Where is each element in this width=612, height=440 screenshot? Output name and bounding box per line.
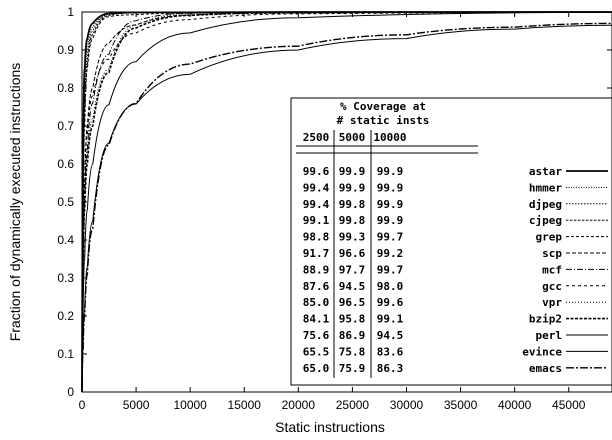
table-title-line2: # static insts [337, 114, 430, 127]
y-tick-label: 0.8 [57, 81, 74, 95]
legend-label-hmmer: hmmer [529, 181, 562, 194]
legend-label-bzip2: bzip2 [529, 313, 562, 326]
table-cell: 94.5 [377, 329, 404, 342]
x-tick-label: 30000 [390, 398, 424, 412]
coverage-table-body: 2500 5000 10000 99.6 99.9 99.9 astar 99.4 99.9 99… [296, 130, 608, 378]
table-cell: 99.6 [377, 296, 404, 309]
table-title-line1: % Coverage at [340, 100, 426, 113]
axis-ticks: 0 5000 10000 15000 20000 25000 30000 35000 40000… [57, 5, 612, 412]
table-cell: 97.7 [339, 263, 366, 276]
coverage-table: % Coverage at # static insts 2500 5000 100… [290, 97, 612, 386]
legend-label-mcf: mcf [542, 263, 562, 276]
x-tick-label: 10000 [173, 398, 207, 412]
table-cell: 99.9 [377, 198, 404, 211]
y-tick-label: 0.6 [57, 157, 74, 171]
x-tick-label: 45000 [552, 398, 586, 412]
table-cell: 99.3 [339, 231, 366, 244]
legend-label-evince: evince [522, 345, 562, 358]
table-cell: 86.3 [377, 362, 404, 375]
table-cell: 99.4 [303, 198, 330, 211]
table-cell: 88.9 [303, 263, 330, 276]
y-axis-title: Fraction of dynamically executed instruc… [7, 63, 23, 342]
table-cell: 96.5 [339, 296, 366, 309]
x-axis-title: Static instructions [275, 419, 385, 435]
y-tick-label: 0.4 [57, 233, 74, 247]
x-tick-label: 0 [79, 398, 86, 412]
legend-label-gcc: gcc [542, 280, 562, 293]
legend-label-perl: perl [536, 329, 563, 342]
legend-label-vpr: vpr [542, 296, 562, 309]
table-cell: 99.9 [377, 181, 404, 194]
y-tick-label: 0.5 [57, 195, 74, 209]
table-cell: 99.2 [377, 247, 404, 260]
table-cell: 84.1 [303, 313, 330, 326]
y-tick-label: 0.9 [57, 43, 74, 57]
table-cell: 98.8 [303, 231, 330, 244]
series-line-perl [81, 11, 612, 393]
table-cell: 86.9 [339, 329, 366, 342]
legend-label-grep: grep [536, 231, 563, 244]
table-column-header: 5000 [339, 131, 366, 144]
legend-label-djpeg: djpeg [529, 198, 562, 211]
table-cell: 99.6 [303, 165, 330, 178]
y-tick-label: 0.1 [57, 347, 74, 361]
table-column-header: 10000 [373, 131, 406, 144]
table-cell: 99.4 [303, 181, 330, 194]
series-line-emacs [81, 22, 612, 393]
table-cell: 99.9 [377, 214, 404, 227]
x-tick-label: 20000 [282, 398, 316, 412]
legend-label-scp: scp [542, 247, 562, 260]
table-cell: 95.8 [339, 313, 366, 326]
table-cell: 96.6 [339, 247, 366, 260]
y-tick-label: 0.7 [57, 119, 74, 133]
table-cell: 99.1 [303, 214, 330, 227]
table-cell: 99.9 [339, 181, 366, 194]
table-cell: 83.6 [377, 345, 404, 358]
table-cell: 99.8 [339, 198, 366, 211]
series-line-gcc [81, 11, 612, 393]
table-cell: 75.8 [339, 345, 366, 358]
table-cell: 99.9 [377, 165, 404, 178]
x-tick-label: 25000 [336, 398, 370, 412]
table-cell: 99.7 [377, 231, 404, 244]
x-tick-label: 5000 [123, 398, 150, 412]
y-tick-label: 0 [67, 385, 74, 399]
table-cell: 98.0 [377, 280, 404, 293]
y-tick-label: 1 [67, 5, 74, 19]
table-cell: 99.9 [339, 165, 366, 178]
series-line-bzip2 [81, 11, 612, 393]
table-cell: 87.6 [303, 280, 330, 293]
table-cell: 94.5 [339, 280, 366, 293]
y-tick-label: 0.2 [57, 309, 74, 323]
series-layer [81, 11, 612, 393]
table-cell: 99.8 [339, 214, 366, 227]
table-cell: 65.5 [303, 345, 330, 358]
legend-label-cjpeg: cjpeg [529, 214, 562, 227]
table-cell: 99.1 [377, 313, 404, 326]
x-tick-label: 15000 [228, 398, 262, 412]
table-cell: 65.0 [303, 362, 330, 375]
series-line-evince [81, 24, 612, 393]
table-cell: 75.9 [339, 362, 366, 375]
x-tick-label: 35000 [444, 398, 478, 412]
table-cell: 85.0 [303, 296, 330, 309]
legend-label-astar: astar [529, 165, 562, 178]
table-cell: 99.7 [377, 263, 404, 276]
x-tick-label: 40000 [498, 398, 532, 412]
table-column-header: 2500 [303, 131, 330, 144]
y-tick-label: 0.3 [57, 271, 74, 285]
series-line-vpr [81, 11, 612, 393]
table-cell: 91.7 [303, 247, 330, 260]
legend-label-emacs: emacs [529, 362, 562, 375]
table-cell: 75.6 [303, 329, 330, 342]
